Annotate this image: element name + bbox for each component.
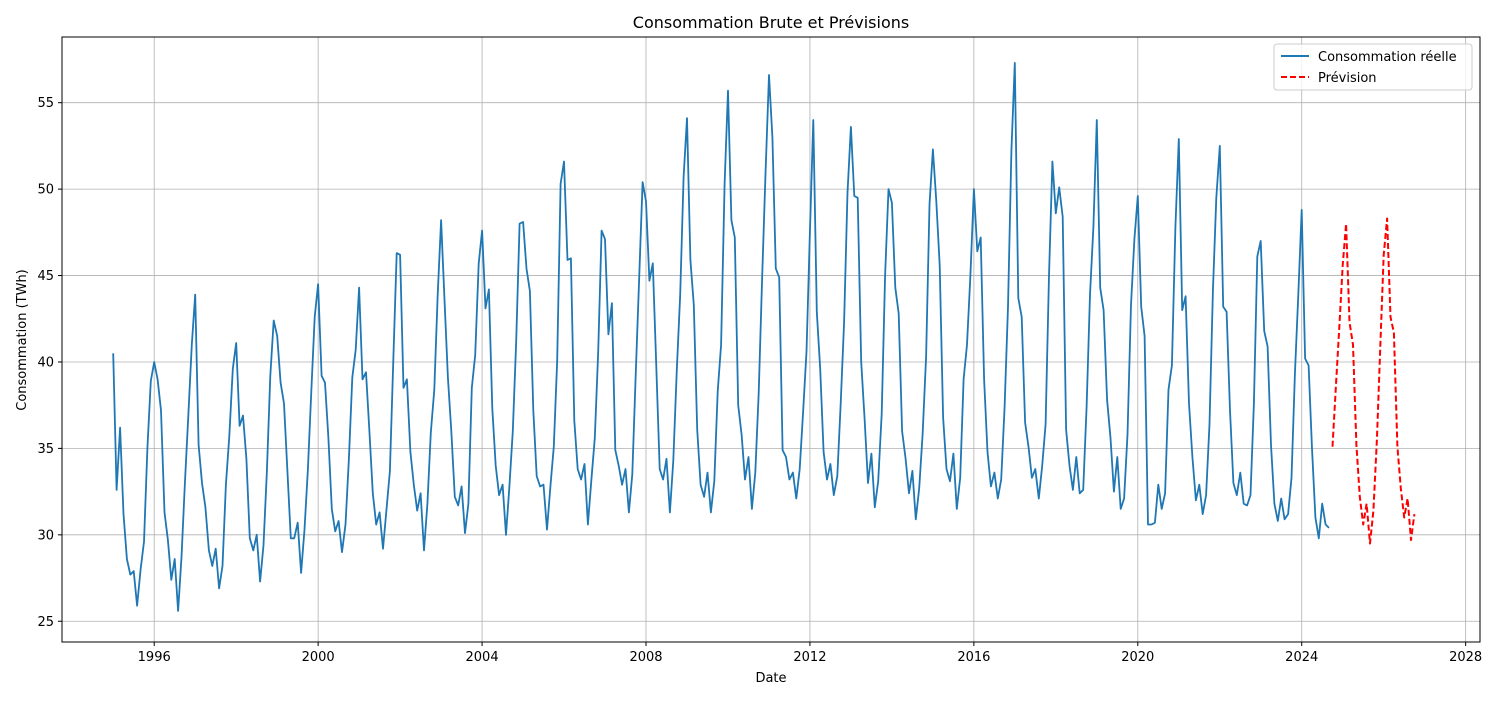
legend-label-consommation-reelle: Consommation réelle xyxy=(1318,50,1457,65)
series-line-consommation-reelle xyxy=(112,62,1330,612)
y-tick-label: 35 xyxy=(37,442,54,457)
y-axis-label: Consommation (TWh) xyxy=(15,269,30,411)
y-tick-label: 55 xyxy=(37,96,54,111)
x-tick-label: 2020 xyxy=(1121,650,1154,665)
legend-label-prevision: Prévision xyxy=(1318,71,1377,86)
x-tick-label: 1996 xyxy=(138,650,171,665)
x-tick-label: 2008 xyxy=(629,650,662,665)
y-tick-label: 25 xyxy=(37,615,54,630)
x-axis-label: Date xyxy=(755,671,786,686)
y-tick-label: 50 xyxy=(37,183,54,198)
x-tick-label: 2012 xyxy=(793,650,826,665)
legend-box xyxy=(1273,43,1473,91)
x-tick-label: 2004 xyxy=(466,650,499,665)
legend: Consommation réelle Prévision xyxy=(1273,43,1473,91)
y-tick-label: 40 xyxy=(37,355,54,370)
chart-title: Consommation Brute et Prévisions xyxy=(633,13,909,32)
x-tick-label: 2028 xyxy=(1449,650,1482,665)
series-line-prevision xyxy=(1331,217,1416,545)
x-tick-label: 2000 xyxy=(302,650,335,665)
plot-frame xyxy=(61,36,1481,643)
y-tick-label: 30 xyxy=(37,528,54,543)
x-tick-label: 2024 xyxy=(1285,650,1318,665)
tick-layer: 1996 2000 2004 2008 2012 2016 2020 2024 2028 25 30… xyxy=(37,96,1482,665)
x-tick-label: 2016 xyxy=(957,650,990,665)
y-tick-label: 45 xyxy=(37,269,54,284)
series-layer xyxy=(112,62,1416,612)
